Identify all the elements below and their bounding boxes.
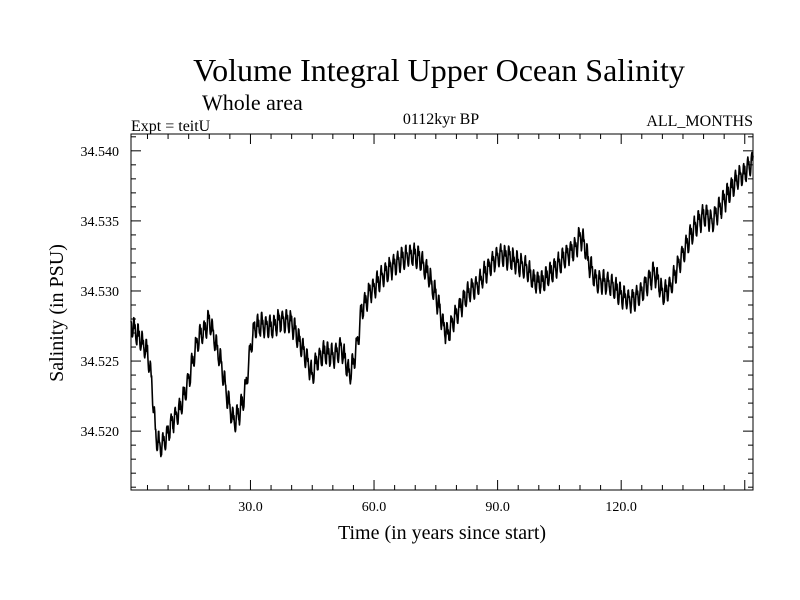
y-tick-label: 34.525 <box>81 355 120 370</box>
experiment-label: Expt = teitU <box>131 118 211 135</box>
chart-subtitle: Whole area <box>202 90 303 115</box>
months-label: ALL_MONTHS <box>646 113 753 130</box>
x-tick-label: 120.0 <box>605 500 637 515</box>
tick-labels: 30.0 60.0 90.0 120.0 34.520 34.525 34.530 34.53… <box>81 145 637 515</box>
x-axis-label: Time (in years since start) <box>338 522 546 544</box>
x-tick-label: 60.0 <box>362 500 387 515</box>
plot-frame <box>130 133 754 491</box>
y-tick-label: 34.540 <box>81 145 120 160</box>
chart-title: Volume Integral Upper Ocean Salinity <box>193 52 685 88</box>
salinity-series-line <box>130 151 754 458</box>
x-tick-label: 90.0 <box>485 500 510 515</box>
y-tick-label: 34.535 <box>81 215 120 230</box>
axis-ticks <box>131 134 753 490</box>
y-tick-label: 34.520 <box>81 425 120 440</box>
period-label: 0112kyr BP <box>403 111 479 128</box>
x-tick-label: 30.0 <box>238 500 263 515</box>
y-tick-label: 34.530 <box>81 285 120 300</box>
y-axis-label: Salinity (in PSU) <box>46 244 68 382</box>
